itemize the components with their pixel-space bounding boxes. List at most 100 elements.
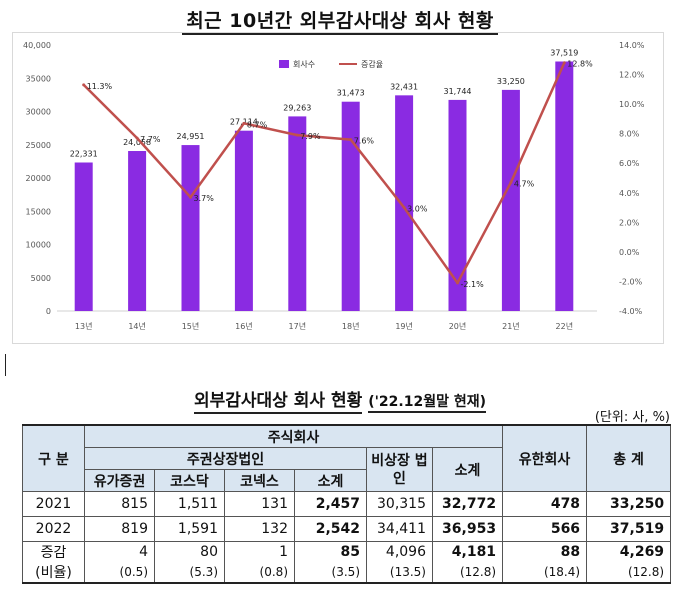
- row-ratio-label: (비율): [22, 562, 85, 584]
- bar-value-label: 32,431: [390, 82, 418, 91]
- cell-listed-subtotal: 2,457: [294, 491, 367, 517]
- rate-value-label: 4.7%: [514, 179, 535, 188]
- rate-value-label: -2.1%: [461, 280, 485, 289]
- cell-stock-subtotal: 4,181: [431, 541, 504, 562]
- rate-value-label: 3.0%: [407, 205, 428, 214]
- bar: [341, 101, 360, 311]
- header-kospi: 유가증권: [84, 469, 155, 492]
- table-row-ratio: (비율) (0.5) (5.3) (0.8) (3.5) (13.5) (12.…: [22, 562, 672, 584]
- bar: [74, 162, 93, 311]
- x-tick-label: 18년: [342, 321, 360, 331]
- rate-point: [189, 195, 192, 199]
- table-subtitle: ('22.12월말 현재): [368, 394, 486, 413]
- y2-tick-label: 4.0%: [619, 189, 640, 198]
- header-listed: 주권상장법인: [84, 447, 367, 470]
- y2-tick-label: 14.0%: [619, 41, 645, 50]
- y-tick-label: 30000: [26, 108, 51, 117]
- bar: [234, 130, 253, 311]
- cell-listed-subtotal: 85: [294, 541, 367, 562]
- cell-kosdaq: 80: [154, 541, 225, 562]
- legend-line-label: 증감율: [361, 59, 383, 69]
- y-tick-label: 40,000: [23, 41, 51, 50]
- x-tick-label: 14년: [128, 321, 146, 331]
- cell-kospi: (0.5): [84, 562, 155, 584]
- combo-chart: 0 5000 10000 15000 20000 25000 30000 35000 40,00…: [23, 41, 645, 331]
- cell-kospi: 819: [84, 516, 155, 542]
- y2-tick-label: 10.0%: [619, 100, 645, 109]
- y2-tick-label: 12.0%: [619, 71, 645, 80]
- y2-tick-label: 0.0%: [619, 248, 640, 257]
- table-title: 외부감사대상 회사 현황 ('22.12월말 현재): [0, 386, 680, 414]
- rate-value-label: 3.7%: [194, 194, 215, 203]
- row-year: 2022: [22, 516, 85, 542]
- bar-value-label: 22,331: [70, 149, 98, 158]
- cell-unlisted: 4,096: [366, 541, 433, 562]
- rate-point: [456, 281, 459, 285]
- chart-title: 최근 10년간 외부감사대상 회사 현황: [0, 6, 680, 35]
- x-tick-label: 19년: [395, 321, 413, 331]
- cell-kospi: 4: [84, 541, 155, 562]
- cell-stock-subtotal: (12.8): [431, 562, 504, 584]
- cell-listed-subtotal: 2,542: [294, 516, 367, 542]
- cell-konex: (0.8): [224, 562, 295, 584]
- y-tick-label: 20000: [26, 174, 51, 183]
- rate-point: [402, 206, 406, 210]
- bar-value-label: 37,519: [550, 48, 578, 57]
- header-gubun: 구 분: [22, 424, 85, 492]
- header-konex: 코넥스: [224, 469, 295, 492]
- y2-tick-label: -4.0%: [619, 307, 643, 316]
- cell-kosdaq: 1,591: [154, 516, 225, 542]
- bar: [181, 145, 200, 311]
- legend-bar-swatch: [279, 60, 289, 68]
- bar-value-label: 29,263: [283, 103, 311, 112]
- y-tick-label: 10000: [26, 241, 51, 250]
- bar: [555, 61, 574, 311]
- rate-point: [349, 138, 353, 142]
- y-tick-label: 5000: [31, 274, 51, 283]
- row-change-label: 증감: [22, 541, 85, 562]
- cell-listed-subtotal: (3.5): [294, 562, 367, 584]
- bar: [501, 89, 520, 311]
- bar-value-label: 24,058: [123, 138, 151, 147]
- cell-kosdaq: (5.3): [154, 562, 225, 584]
- rate-point: [562, 61, 566, 65]
- cell-stock-subtotal: 32,772: [431, 491, 504, 517]
- y-tick-label: 15000: [26, 207, 51, 216]
- cell-konex: 132: [224, 516, 295, 542]
- cell-llc: 478: [502, 491, 588, 517]
- y2-tick-label: 2.0%: [619, 218, 640, 227]
- header-stock-company: 주식회사: [83, 424, 504, 448]
- header-total: 총 계: [586, 424, 672, 492]
- table-row: 2021 815 1,511 131 2,457 30,315 32,772 4…: [22, 491, 672, 517]
- rate-value-label: 12.8%: [567, 60, 593, 69]
- header-llc: 유한회사: [502, 424, 588, 492]
- cell-unlisted: 30,315: [366, 491, 433, 517]
- y2-tick-label: 6.0%: [619, 159, 640, 168]
- cell-total: 33,250: [586, 491, 672, 517]
- cell-kospi: 815: [84, 491, 155, 517]
- header-listed-subtotal: 소계: [294, 469, 367, 492]
- company-stats-table: 구 분 주식회사 유한회사 총 계 주권상장법인 비상장 법인 소계 유가증권 …: [22, 424, 672, 584]
- legend-bar-label: 회사수: [293, 60, 315, 69]
- cell-unlisted: (13.5): [366, 562, 433, 584]
- cell-llc: 88: [502, 541, 588, 562]
- header-unlisted: 비상장 법인: [366, 447, 433, 492]
- rate-point: [295, 133, 299, 137]
- y2-tick-label: 8.0%: [619, 130, 640, 139]
- cell-llc: (18.4): [502, 562, 588, 584]
- y-tick-label: 0: [46, 307, 51, 316]
- x-tick-label: 15년: [182, 321, 200, 331]
- rate-point: [509, 180, 513, 184]
- bar: [395, 95, 414, 311]
- bar: [448, 99, 467, 311]
- cell-total: (12.8): [586, 562, 672, 584]
- cell-total: 37,519: [586, 516, 672, 542]
- cell-konex: 131: [224, 491, 295, 517]
- rate-point: [135, 136, 139, 140]
- cell-konex: 1: [224, 541, 295, 562]
- bar-value-label: 24,951: [177, 132, 205, 141]
- x-tick-label: 22년: [556, 321, 574, 331]
- rate-value-label: 8.7%: [247, 120, 268, 129]
- header-stock-subtotal: 소계: [431, 447, 504, 492]
- y-tick-label: 25000: [26, 141, 51, 150]
